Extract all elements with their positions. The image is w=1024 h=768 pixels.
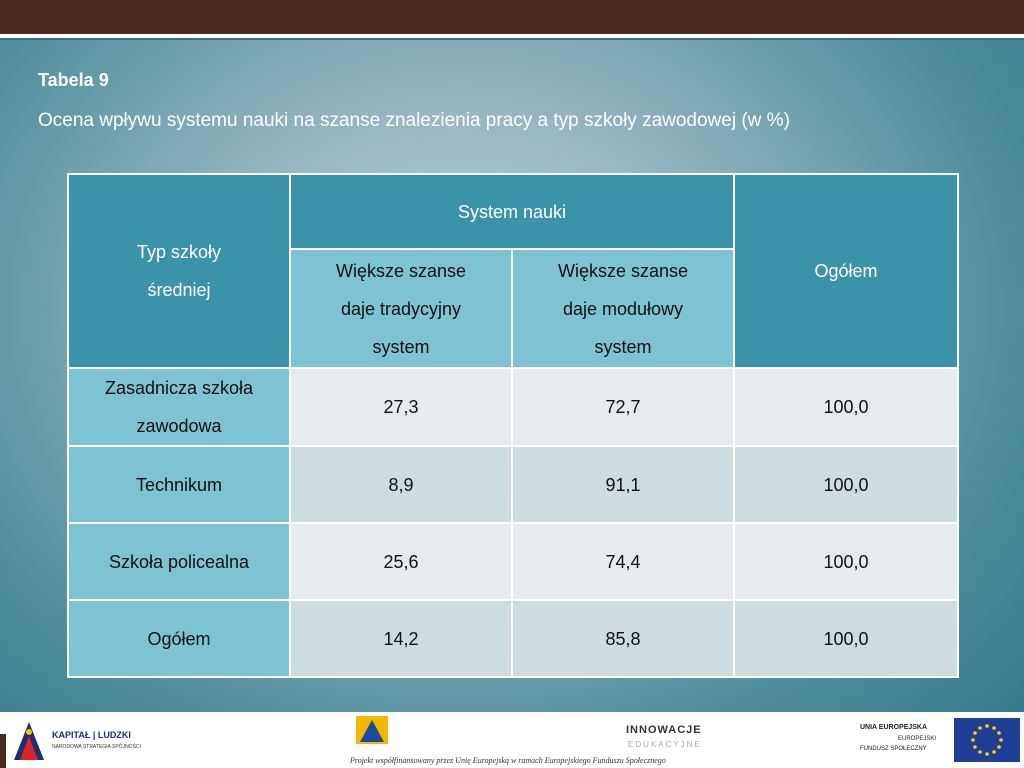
- footer-logos: KAPITAŁ | LUDZKI NARODOWA STRATEGIA SPÓJ…: [0, 712, 1024, 768]
- footer-accent-strip: [0, 734, 6, 768]
- cell-total: 100,0: [733, 522, 960, 601]
- innowacje-logo-top: INNOWACJE: [626, 724, 702, 736]
- row-label-line1: Zasadnicza szkoła: [104, 378, 254, 398]
- eu-label-line2: EUROPEJSKI: [898, 736, 937, 742]
- top-bar: [0, 0, 1024, 34]
- project-funding-note: Projekt współfinansowany przez Unię Euro…: [350, 756, 666, 765]
- top-divider: [0, 34, 1024, 38]
- header-traditional: Większe szanse daje tradycyjny system: [289, 248, 513, 369]
- row-label-line2: zawodowa: [136, 416, 222, 436]
- eu-label-line3: FUNDUSZ SPOŁECZNY: [860, 746, 927, 752]
- row-label: Technikum: [67, 445, 291, 524]
- cell-modular: 72,7: [510, 367, 736, 447]
- header-traditional-line3: system: [372, 336, 430, 357]
- table-row: Ogółem 14,2 85,8 100,0: [67, 599, 960, 678]
- kapital-ludzki-logo-icon: [14, 720, 44, 760]
- cell-traditional: 27,3: [289, 367, 513, 447]
- row-label: Zasadnicza szkoła zawodowa: [67, 367, 291, 447]
- row-label: Ogółem: [67, 599, 291, 678]
- table-row: Technikum 8,9 91,1 100,0: [67, 445, 960, 524]
- header-school-type: Typ szkoły średniej: [67, 173, 291, 369]
- header-school-type-line1: Typ szkoły: [136, 242, 222, 262]
- header-traditional-line2: daje tradycyjny: [340, 298, 462, 319]
- cell-total: 100,0: [733, 599, 960, 678]
- header-total: Ogółem: [733, 173, 960, 369]
- table-row: Zasadnicza szkoła zawodowa 27,3 72,7 100…: [67, 367, 960, 447]
- results-table: Typ szkoły średniej System nauki Ogółem …: [67, 173, 960, 678]
- table-subtitle: Ocena wpływu systemu nauki na szanse zna…: [38, 110, 790, 131]
- cell-traditional: 25,6: [289, 522, 513, 601]
- innowacje-logo-bottom: EDUKACYJNE: [628, 740, 702, 749]
- cell-total: 100,0: [733, 445, 960, 524]
- header-school-type-line2: średniej: [147, 280, 211, 300]
- kapital-ludzki-name: KAPITAŁ | LUDZKI: [52, 730, 131, 740]
- institution-logo-icon: [356, 716, 388, 744]
- kapital-ludzki-subtitle: NARODOWA STRATEGIA SPÓJNOŚCI: [52, 744, 141, 750]
- eu-label-line1: UNIA EUROPEJSKA: [860, 724, 928, 731]
- header-system: System nauki: [288, 173, 736, 250]
- cell-traditional: 14,2: [289, 599, 513, 678]
- header-modular: Większe szanse daje modułowy system: [510, 248, 736, 369]
- header-modular-line2: daje modułowy: [562, 298, 684, 319]
- header-traditional-line1: Większe szanse: [335, 260, 467, 281]
- cell-modular: 91,1: [510, 445, 736, 524]
- row-label: Szkoła policealna: [67, 522, 291, 601]
- top-divider-accent: [0, 38, 1024, 40]
- cell-total: 100,0: [733, 367, 960, 447]
- table-row: Szkoła policealna 25,6 74,4 100,0: [67, 522, 960, 601]
- cell-modular: 85,8: [510, 599, 736, 678]
- cell-traditional: 8,9: [289, 445, 513, 524]
- table-title: Tabela 9: [38, 70, 109, 90]
- header-modular-line1: Większe szanse: [557, 260, 689, 281]
- eu-flag-icon: [954, 718, 1020, 762]
- header-modular-line3: system: [594, 336, 652, 357]
- cell-modular: 74,4: [510, 522, 736, 601]
